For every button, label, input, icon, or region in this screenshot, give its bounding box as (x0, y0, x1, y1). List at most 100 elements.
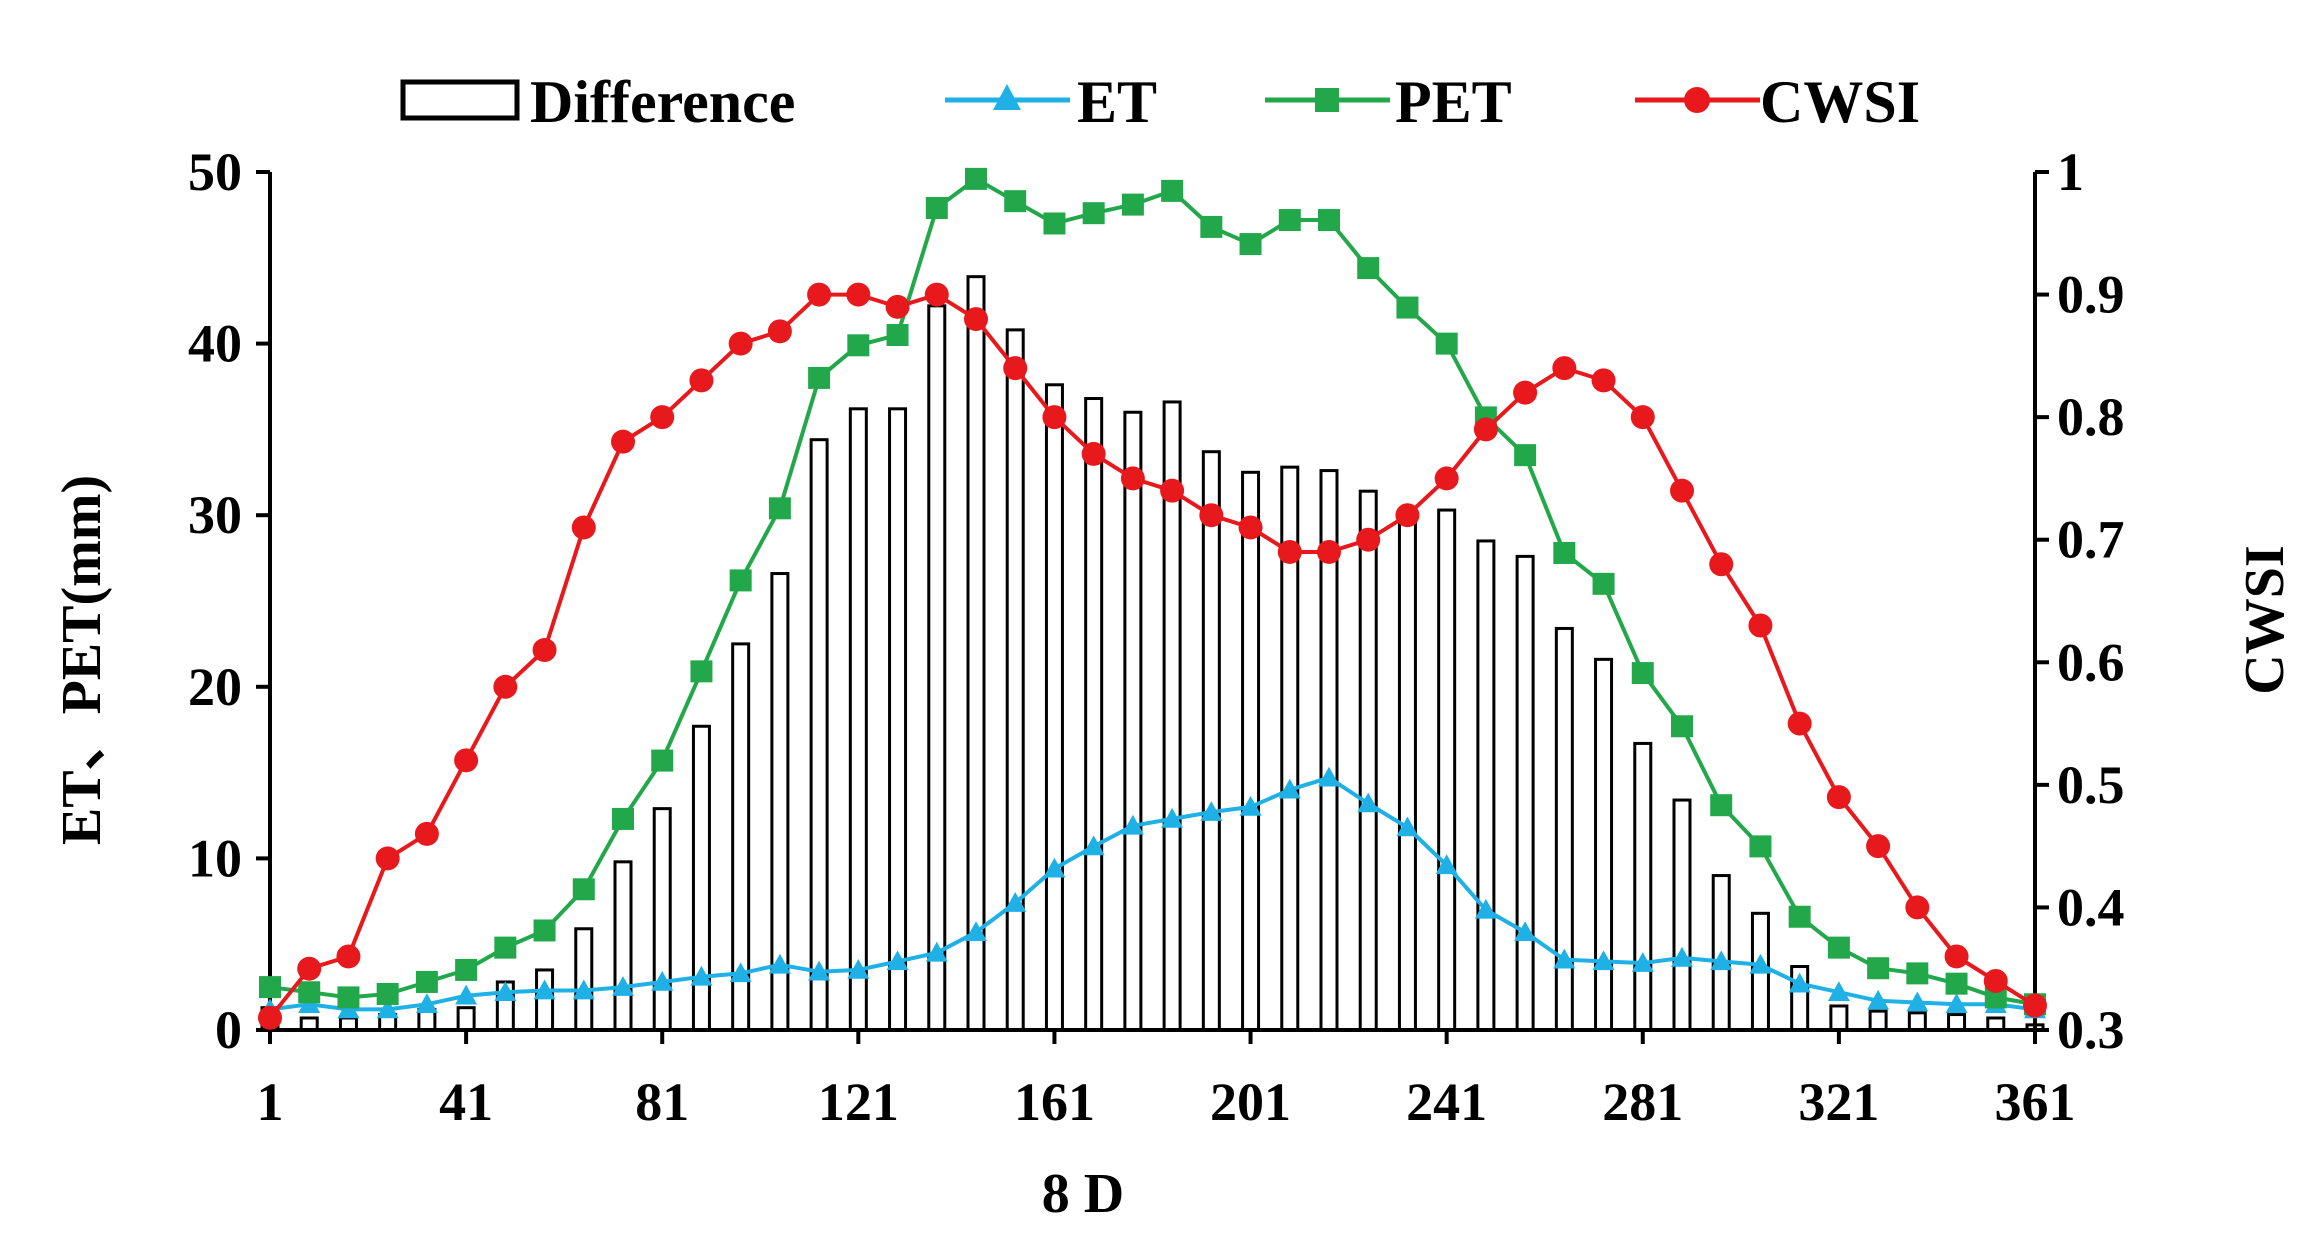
point-et-29 (1396, 816, 1419, 837)
x-tick-label-6: 241 (1406, 1072, 1487, 1132)
y-tick-label-1: 10 (188, 828, 242, 888)
legend-marker-cwsi (1684, 87, 1710, 113)
bar-difference-21 (1084, 397, 1104, 1032)
plot-area: 0 10 20 30 40 50 0.3 0.4 0.5 0.6 0.7 0.8 0.9 1 1 41 81 12… (188, 142, 2125, 1132)
bar-difference-31 (1476, 539, 1496, 1032)
x-tick-label-3: 121 (818, 1072, 899, 1132)
point-pet-13 (768, 497, 791, 520)
bar-difference-18 (966, 275, 986, 1032)
point-pet-29 (1396, 296, 1419, 319)
bar-difference-15 (848, 407, 868, 1032)
point-pet-20 (1043, 212, 1066, 235)
bar-difference-28 (1358, 489, 1378, 1032)
point-pet-32 (1514, 444, 1537, 467)
point-cwsi-10 (650, 405, 675, 430)
point-pet-2 (337, 986, 360, 1009)
y2-axis-title: CWSI (2234, 545, 2296, 694)
x-tick-label-8: 321 (1798, 1072, 1879, 1132)
point-et-33 (1553, 948, 1576, 969)
bar-difference-16 (888, 407, 908, 1032)
bar-difference-34 (1594, 657, 1614, 1032)
point-et-22 (1121, 814, 1144, 835)
bar-difference-10 (652, 807, 672, 1032)
point-et-7 (533, 979, 556, 1000)
x-tick-label-4: 161 (1014, 1072, 1095, 1132)
point-et-12 (729, 962, 752, 983)
y2-tick-label-1: 0.4 (2057, 877, 2125, 937)
y2-tick-label-0: 0.3 (2057, 1000, 2125, 1060)
point-pet-19 (1004, 190, 1027, 213)
point-cwsi-1 (297, 956, 322, 981)
point-cwsi-36 (1670, 478, 1694, 503)
point-cwsi-7 (532, 638, 557, 663)
y2-tick-label-5: 0.8 (2057, 387, 2125, 447)
point-cwsi-19 (1003, 356, 1028, 381)
point-cwsi-20 (1042, 405, 1067, 430)
point-cwsi-39 (1787, 711, 1812, 736)
point-cwsi-17 (924, 282, 949, 307)
point-pet-23 (1161, 179, 1184, 202)
point-cwsi-44 (1983, 968, 2008, 993)
point-pet-11 (690, 660, 713, 683)
point-et-28 (1357, 792, 1380, 813)
bar-difference-43 (1947, 1013, 1967, 1032)
point-et-23 (1161, 807, 1184, 828)
bar-difference-29 (1397, 522, 1417, 1032)
bar-difference-35 (1633, 741, 1653, 1032)
point-cwsi-21 (1081, 441, 1106, 466)
legend-label-et: ET (1077, 69, 1157, 135)
point-pet-33 (1553, 541, 1576, 564)
point-et-14 (808, 960, 831, 981)
point-pet-38 (1749, 835, 1772, 858)
point-et-16 (886, 950, 909, 971)
point-et-15 (847, 958, 870, 979)
point-pet-1 (298, 981, 321, 1004)
point-et-3 (376, 998, 399, 1019)
point-et-11 (690, 965, 713, 986)
point-pet-41 (1867, 957, 1890, 980)
point-pet-44 (1984, 986, 2007, 1009)
bar-difference-42 (1907, 1011, 1927, 1032)
point-pet-21 (1082, 202, 1105, 225)
point-cwsi-8 (571, 515, 596, 540)
bar-difference-20 (1044, 383, 1064, 1032)
point-cwsi-32 (1513, 380, 1538, 405)
line-pet (269, 176, 2036, 1007)
point-et-34 (1592, 950, 1615, 971)
point-cwsi-22 (1120, 466, 1145, 491)
point-cwsi-9 (611, 429, 635, 454)
point-pet-15 (847, 334, 870, 357)
point-pet-8 (572, 878, 595, 901)
point-pet-6 (494, 936, 517, 959)
legend-label-cwsi: CWSI (1760, 69, 1920, 135)
point-pet-10 (651, 749, 674, 772)
legend-marker-pet (1315, 88, 1339, 112)
point-et-38 (1749, 953, 1772, 974)
point-et-42 (1906, 991, 1929, 1012)
point-pet-36 (1671, 715, 1693, 738)
legend-label-pet: PET (1395, 69, 1512, 135)
point-pet-42 (1906, 962, 1929, 985)
point-pet-34 (1592, 572, 1615, 595)
line-et (269, 775, 2036, 1012)
bar-difference-24 (1201, 450, 1221, 1032)
point-cwsi-34 (1591, 368, 1616, 393)
point-pet-18 (965, 167, 987, 190)
bar-difference-8 (574, 927, 594, 1032)
point-et-4 (415, 993, 438, 1014)
point-cwsi-29 (1395, 503, 1420, 528)
y-tick-label-4: 40 (188, 314, 242, 374)
point-et-43 (1945, 993, 1968, 1014)
point-pet-7 (533, 919, 556, 942)
point-cwsi-40 (1826, 785, 1851, 810)
bar-difference-25 (1241, 470, 1261, 1032)
bar-difference-7 (535, 968, 555, 1032)
point-pet-17 (925, 197, 948, 220)
point-cwsi-14 (807, 282, 832, 307)
point-cwsi-11 (689, 368, 714, 393)
bar-difference-30 (1437, 508, 1457, 1032)
point-et-24 (1200, 801, 1223, 821)
x-tick-label-9: 361 (1995, 1072, 2076, 1132)
point-pet-24 (1200, 215, 1223, 238)
point-pet-4 (415, 970, 438, 993)
